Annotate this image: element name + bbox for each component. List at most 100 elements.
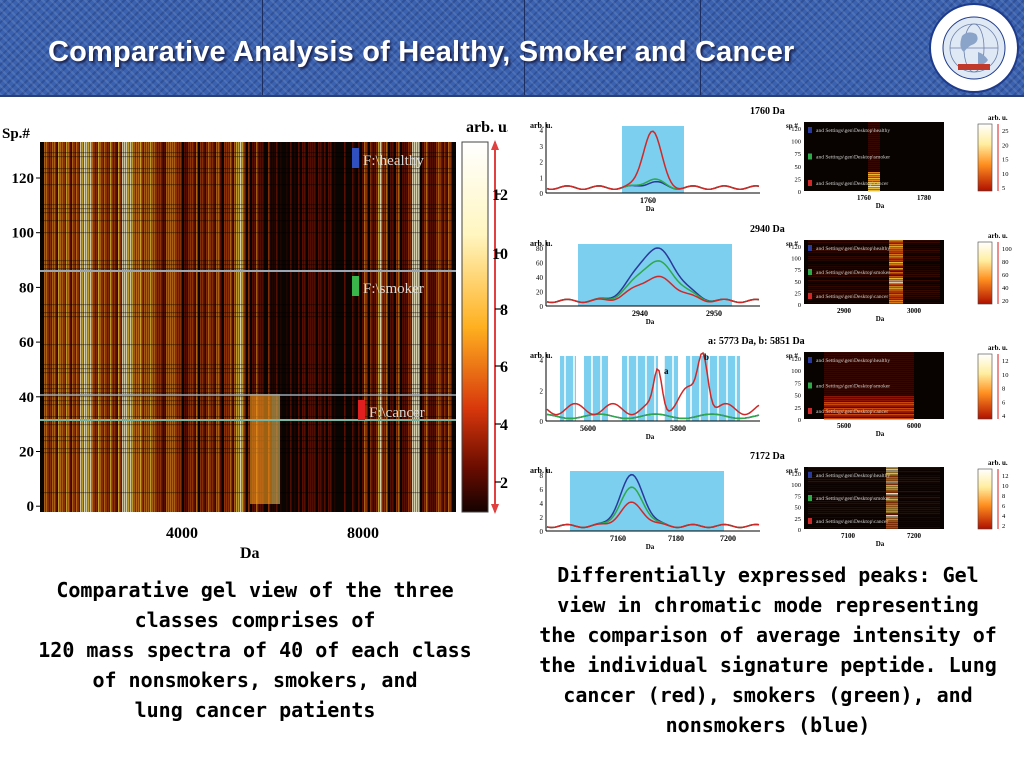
gel-band <box>244 142 246 512</box>
mini-gel-band <box>886 491 898 493</box>
mini-gel-swatch <box>808 245 812 251</box>
mini-gel-noise <box>808 495 940 497</box>
panel-title: 1760 Da <box>750 106 785 117</box>
mini-gel-band <box>889 272 903 274</box>
mini-colorbar-tick: 2 <box>1002 523 1005 530</box>
gel-band <box>228 142 230 512</box>
mini-colorbar-tick: 10 <box>1002 483 1009 490</box>
gel-ylabel: Sp.# <box>2 126 30 142</box>
mini-gel-band <box>868 164 880 166</box>
mini-gel-band <box>868 158 880 160</box>
mini-colorbar <box>977 123 993 192</box>
mini-gel-band <box>824 408 914 410</box>
mini-gel-band <box>824 356 914 358</box>
gel-band <box>128 142 130 512</box>
mini-gel-row-label: and Settings\gen\Desktop\cancer <box>816 519 888 525</box>
mini-gel-swatch <box>808 127 812 133</box>
gel-row-gap <box>40 204 456 206</box>
mini-gel-band <box>824 398 914 400</box>
mini-gel-noise <box>808 296 940 298</box>
mini-gel-xtick: 7100 <box>841 532 856 540</box>
gel-band <box>150 142 152 512</box>
mini-gel-swatch <box>808 518 812 524</box>
mini-gel-noise <box>808 300 940 302</box>
mini-gel-band <box>886 471 898 473</box>
gel-band <box>270 142 272 512</box>
gel-band <box>334 142 336 512</box>
gel-band <box>254 142 256 512</box>
mini-gel-band <box>889 254 903 256</box>
mini-gel-band <box>889 294 903 296</box>
colorbar-tick-label: 4 <box>500 417 508 434</box>
gel-band <box>364 142 366 512</box>
mini-gel-band <box>889 246 903 248</box>
mini-gel-noise <box>808 481 940 483</box>
mini-colorbar-tick: 100 <box>1002 246 1012 253</box>
spectrum-xlabel: Da <box>646 543 655 551</box>
gel-band <box>104 142 106 512</box>
mini-gel-band <box>868 140 880 142</box>
mini-colorbar-tick: 20 <box>1002 142 1009 149</box>
mini-gel-band <box>868 184 880 186</box>
gel-band <box>344 142 346 512</box>
slide-title: Comparative Analysis of Healthy, Smoker … <box>48 36 795 68</box>
gel-band <box>102 142 104 512</box>
mini-gel-ytick: 25 <box>795 290 802 297</box>
gel-band <box>120 142 122 512</box>
spectrum-ylabel: arb. u. <box>530 239 552 248</box>
mini-gel-noise <box>808 471 940 473</box>
gel-band <box>132 142 134 512</box>
gel-bands <box>40 142 456 512</box>
gel-band <box>196 142 198 512</box>
gel-band <box>118 142 120 512</box>
mini-colorbar-tick: 60 <box>1002 272 1009 279</box>
caption-line: the comparison of average intensity of <box>539 623 997 647</box>
mini-gel-xlabel: Da <box>876 202 885 210</box>
gel-band <box>232 142 234 512</box>
mini-gel-row-label: and Settings\gen\Desktop\smoker <box>816 155 890 161</box>
mini-gel-noise <box>808 274 940 276</box>
mini-gel-band <box>886 513 898 515</box>
gel-band <box>448 142 450 512</box>
group-color-swatch <box>352 276 359 296</box>
spectrum-ytick: 4 <box>540 500 544 508</box>
mini-gel-band <box>824 384 914 386</box>
gel-band <box>386 142 388 512</box>
mini-gel-band <box>886 523 898 525</box>
gel-row-gap <box>40 396 456 398</box>
gel-band <box>66 142 68 512</box>
gel-band <box>256 142 258 512</box>
mini-gel-noise <box>808 477 940 479</box>
gel-row-gap <box>40 452 456 454</box>
gel-row-gap <box>40 220 456 222</box>
gel-band <box>440 142 442 512</box>
mini-gel-row-label: and Settings\gen\Desktop\smoker <box>816 270 890 276</box>
group-label: F:\healthy <box>363 153 424 169</box>
gel-band <box>214 142 216 512</box>
mini-gel-noise <box>808 509 940 511</box>
mini-gel-ytick: 100 <box>791 368 801 375</box>
mini-gel-noise <box>808 491 940 493</box>
gel-band <box>234 142 236 512</box>
mini-gel-band <box>868 146 880 148</box>
gel-row-gap <box>40 212 456 214</box>
mini-gel-xlabel: Da <box>876 430 885 438</box>
mini-gel-band <box>824 364 914 366</box>
mini-gel-band <box>868 188 880 190</box>
gel-band <box>362 142 364 512</box>
mini-gel-xtick: 7200 <box>907 532 922 540</box>
gel-band <box>252 142 254 512</box>
gel-band <box>194 142 196 512</box>
mini-gel-band <box>889 240 903 242</box>
mini-gel-noise <box>808 264 940 266</box>
caption-line: cancer (red), smokers (green), and <box>563 683 973 707</box>
group-label: F:\cancer <box>369 405 425 421</box>
mini-gel-band <box>824 372 914 374</box>
gel-band <box>80 142 82 512</box>
mini-gel-noise <box>808 246 940 248</box>
xtick-label: 4000 <box>166 525 198 542</box>
gel-band <box>148 142 150 512</box>
mini-gel-band <box>868 150 880 152</box>
mini-gel-band <box>886 489 898 491</box>
